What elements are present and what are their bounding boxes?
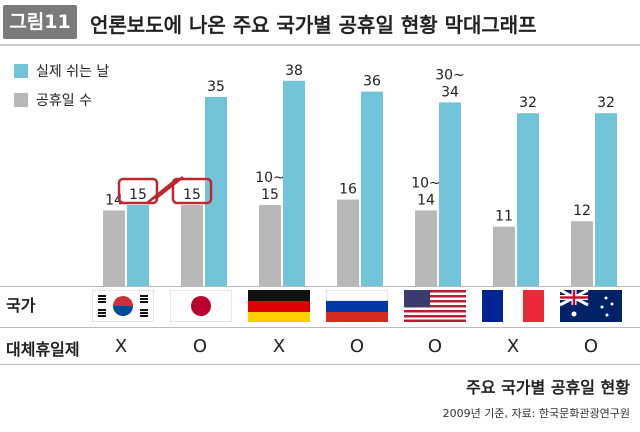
bar-korea-holidays [103,210,125,286]
substitute-row-label: 대체휴일제 [6,340,80,359]
highlight-box-korea-actual [117,177,159,205]
legend-item-holidays: 공휴일 수 [14,90,92,110]
value-label-usa-actual: 30~ [435,67,465,83]
value-label-france-holidays: 11 [495,209,513,225]
substitute-mark-germany: X [272,336,286,357]
highlight-connector-1 [146,178,178,204]
header-divider [0,44,640,46]
bar-japan-holidays [181,205,203,286]
value-label-russia-actual: 36 [363,74,381,90]
value-label-russia-holidays: 16 [339,182,357,198]
bar-germany-actual [283,80,305,286]
bar-russia-holidays [337,199,359,286]
usa-flag-icon [404,290,466,322]
bar-russia-actual [361,91,383,286]
value-label-france-actual: 32 [519,95,537,111]
legend-label-holidays: 공휴일 수 [36,93,92,109]
chart-title: 언론보도에 나온 주요 국가별 공휴일 현황 막대그래프 [90,13,537,37]
substitute-mark-usa: O [427,336,443,357]
value-label-japan-actual: 35 [207,79,225,95]
bar-usa-holidays [415,210,437,286]
australia-flag-icon [560,290,622,322]
value-label-korea-actual: 15 [129,187,147,203]
bar-usa-actual [439,102,461,287]
value-label-germany-actual: 38 [285,63,303,79]
substitute-mark-france: X [506,336,520,357]
bar-australia-actual [595,113,617,286]
legend-swatch-actual [14,64,28,78]
germany-flag-icon [248,290,310,322]
bar-france-holidays [493,226,515,286]
table-bottom-divider [0,364,640,365]
substitute-mark-russia: O [349,336,365,357]
bar-france-actual [517,113,539,286]
table-middle-divider [0,327,640,328]
value-label-australia-actual: 32 [597,95,615,111]
highlight-connector-2 [154,176,184,200]
substitute-mark-japan: O [192,336,208,357]
value-label-usa-holidays: 10~ [411,175,441,191]
value-label-usa-holidays: 14 [417,192,435,208]
table-top-divider [0,286,640,287]
legend-label-actual: 실제 쉬는 날 [36,64,110,80]
substitute-mark-australia: O [583,336,599,357]
bar-germany-holidays [259,205,281,286]
value-label-germany-holidays: 10~ [255,170,285,186]
legend-swatch-holidays [14,93,28,107]
bar-korea-actual [127,205,149,286]
value-label-australia-holidays: 12 [573,203,591,219]
header: 그림11 언론보도에 나온 주요 국가별 공휴일 현황 막대그래프 [0,0,640,46]
country-row-label: 국가 [6,296,36,315]
korea-flag-icon [92,290,154,322]
substitute-mark-korea: X [114,336,128,357]
figure-badge: 그림11 [3,5,77,39]
source-note: 2009년 기준, 자료: 한국문화관광연구원 [442,407,630,420]
chart-subtitle: 주요 국가별 공휴일 현황 [466,378,630,397]
france-flag-icon [482,290,544,322]
japan-flag-icon [170,290,232,322]
highlight-box-japan-holidays [171,177,213,205]
value-label-japan-holidays: 15 [183,187,201,203]
russia-flag-icon [326,290,388,322]
value-label-germany-holidays: 15 [261,187,279,203]
legend-item-actual: 실제 쉬는 날 [14,61,109,81]
bar-australia-holidays [571,221,593,286]
bar-japan-actual [205,97,227,286]
value-label-usa-actual: 34 [441,84,459,100]
